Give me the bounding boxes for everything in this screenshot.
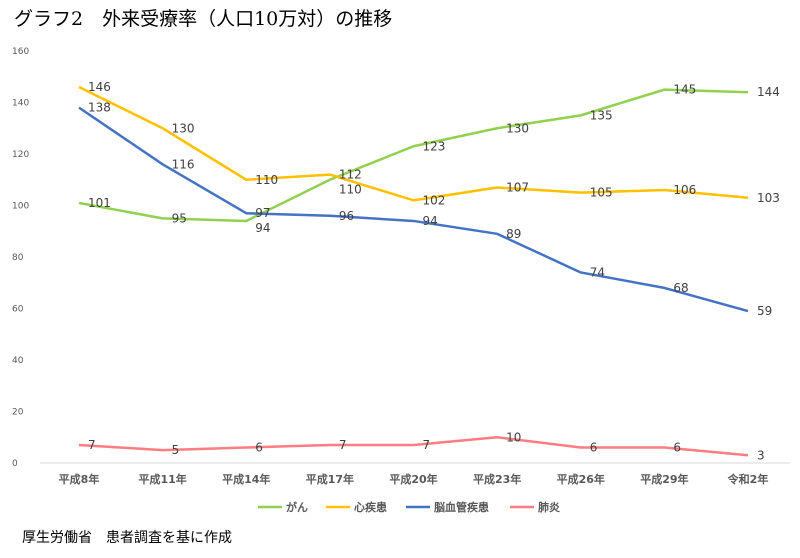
series-line-0 [78, 88, 749, 223]
legend-label: 心疾患 [354, 500, 387, 514]
y-tick-label: 120 [12, 150, 29, 160]
data-label: 112 [339, 168, 362, 182]
data-label: 105 [590, 186, 613, 200]
source-note: 厚生労働省 患者調査を基に作成 [22, 530, 232, 546]
data-label: 7 [339, 438, 347, 452]
data-label: 89 [506, 227, 521, 241]
y-tick-label: 140 [12, 99, 29, 109]
series-line-1 [78, 85, 749, 202]
data-label: 94 [255, 221, 270, 235]
legend-label: 肺炎 [538, 500, 560, 514]
data-label: 135 [590, 108, 613, 122]
data-label: 3 [757, 448, 765, 462]
data-label: 59 [757, 304, 772, 318]
data-label: 6 [673, 441, 681, 455]
x-tick-label: 平成17年 [306, 472, 354, 486]
y-tick-label: 100 [12, 202, 29, 212]
data-label: 95 [172, 211, 187, 225]
data-label: 74 [590, 265, 605, 279]
y-tick-label: 0 [12, 459, 18, 469]
data-label: 94 [423, 214, 438, 228]
data-label: 97 [255, 206, 270, 220]
data-label: 130 [506, 121, 529, 135]
data-label: 68 [673, 281, 688, 295]
data-label: 7 [88, 438, 96, 452]
data-label: 110 [255, 173, 278, 187]
x-tick-label: 平成20年 [389, 472, 437, 486]
data-label: 10 [506, 430, 521, 444]
x-tick-label: 平成23年 [473, 472, 521, 486]
data-label: 101 [88, 196, 111, 210]
x-tick-label: 平成29年 [640, 472, 688, 486]
data-label: 96 [339, 209, 354, 223]
y-tick-label: 60 [12, 305, 24, 315]
data-label: 123 [423, 139, 446, 153]
legend-label: 脳血管疾患 [434, 500, 489, 514]
x-tick-label: 平成11年 [138, 472, 186, 486]
data-label: 146 [88, 80, 111, 94]
series-line-2 [78, 106, 749, 313]
data-label: 116 [172, 157, 195, 171]
legend-label: がん [286, 500, 308, 514]
data-label: 6 [590, 441, 598, 455]
series-line-3 [78, 436, 749, 457]
x-tick-label: 令和2年 [727, 472, 769, 486]
data-label: 145 [673, 83, 696, 97]
data-label: 106 [673, 183, 696, 197]
data-label: 102 [423, 193, 446, 207]
x-tick-label: 平成8年 [59, 472, 100, 486]
data-label: 6 [255, 441, 263, 455]
data-label: 107 [506, 180, 529, 194]
data-label: 130 [172, 121, 195, 135]
x-tick-label: 平成26年 [557, 472, 605, 486]
data-label: 138 [88, 101, 111, 115]
data-label: 7 [423, 438, 431, 452]
y-tick-label: 80 [12, 253, 24, 263]
y-tick-label: 40 [12, 356, 24, 366]
data-label: 144 [757, 85, 780, 99]
x-tick-label: 平成14年 [222, 472, 270, 486]
data-label: 5 [172, 443, 180, 457]
y-tick-label: 20 [12, 408, 24, 418]
chart-title: グラフ2 外来受療率（人口10万対）の推移 [14, 8, 393, 30]
data-label: 110 [339, 183, 362, 197]
y-tick-label: 160 [12, 47, 29, 57]
data-label: 103 [757, 191, 780, 205]
